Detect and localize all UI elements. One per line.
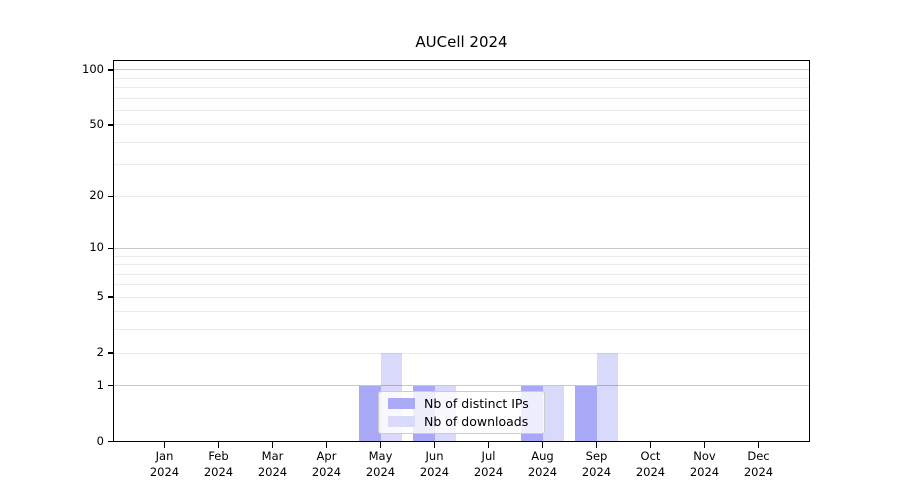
gridline-minor-y-50: [113, 124, 810, 126]
x-tick-label-mar-2024: Mar 2024: [257, 449, 288, 479]
gridline-minor-y-60: [113, 109, 810, 111]
y-tick-label-5: 5: [96, 289, 104, 304]
gridline-minor-y-5: [113, 296, 810, 298]
y-tick-100: [108, 69, 113, 71]
y-tick-10: [108, 247, 113, 250]
legend-item-downloads: Nb of downloads: [388, 414, 544, 429]
x-tick-label-aug-2024: Aug 2024: [527, 449, 558, 479]
y-tick-label-1: 1: [96, 377, 104, 392]
gridline-minor-y-90: [113, 77, 810, 79]
bar-downloads-aug-2024: [542, 385, 564, 442]
gridline-minor-y-7: [113, 273, 810, 275]
bar-downloads-sep-2024: [596, 353, 618, 442]
legend-swatch-downloads-icon: [388, 415, 415, 427]
legend: Nb of distinct IPs Nb of downloads: [378, 391, 545, 434]
y-tick-1: [108, 384, 113, 387]
y-tick-label-10: 10: [89, 240, 104, 255]
x-tick-aug-2024: [541, 441, 544, 448]
y-tick-label-2: 2: [96, 345, 104, 359]
bar-distinct-ips-sep-2024: [575, 385, 597, 442]
gridline-minor-y-3: [113, 329, 810, 331]
x-tick-label-oct-2024: Oct 2024: [635, 449, 666, 479]
x-tick-jan-2024: [163, 441, 166, 448]
y-tick-0: [108, 440, 113, 443]
gridline-minor-y-2: [113, 352, 810, 354]
y-tick-label-0: 0: [96, 433, 104, 448]
x-tick-label-jun-2024: Jun 2024: [419, 449, 450, 479]
legend-label-downloads: Nb of downloads: [424, 413, 529, 429]
y-tick-label-20: 20: [89, 188, 104, 203]
y-tick-20: [108, 195, 113, 197]
gridline-minor-y-8: [113, 264, 810, 265]
x-tick-may-2024: [379, 441, 382, 448]
x-tick-mar-2024: [271, 441, 274, 448]
x-tick-label-dec-2024: Dec 2024: [743, 449, 774, 479]
x-tick-sep-2024: [595, 441, 598, 448]
x-tick-dec-2024: [757, 441, 760, 448]
gridline-minor-y-6: [113, 284, 810, 286]
gridline-major-y-1: [113, 385, 810, 387]
gridline-major-y-100: [113, 69, 810, 71]
gridline-minor-y-70: [113, 97, 810, 99]
x-tick-nov-2024: [703, 441, 706, 448]
y-tick-label-100: 100: [82, 61, 104, 76]
gridline-minor-y-80: [113, 87, 810, 89]
x-tick-label-sep-2024: Sep 2024: [581, 449, 612, 479]
x-tick-jul-2024: [487, 441, 490, 448]
y-tick-2: [108, 352, 113, 354]
x-tick-label-feb-2024: Feb 2024: [203, 449, 234, 479]
x-tick-apr-2024: [325, 441, 328, 448]
gridline-minor-y-9: [113, 255, 810, 257]
gridline-minor-y-20: [113, 195, 810, 197]
gridline-minor-y-30: [113, 164, 810, 166]
legend-label-distinct-ips: Nb of distinct IPs: [424, 396, 529, 412]
legend-swatch-distinct-ips-icon: [388, 398, 415, 410]
gridline-minor-y-40: [113, 141, 810, 143]
axis-spines: [113, 60, 810, 442]
x-tick-label-may-2024: May 2024: [365, 449, 396, 479]
y-tick-5: [108, 296, 113, 298]
legend-item-distinct-ips: Nb of distinct IPs: [388, 396, 544, 411]
gridline-minor-y-4: [113, 311, 810, 313]
x-tick-label-jul-2024: Jul 2024: [473, 449, 504, 479]
chart-title: AUCell 2024: [415, 33, 508, 51]
x-tick-oct-2024: [649, 441, 652, 448]
y-tick-50: [108, 124, 113, 126]
y-tick-label-50: 50: [89, 116, 104, 131]
x-tick-label-nov-2024: Nov 2024: [689, 449, 720, 479]
x-tick-label-apr-2024: Apr 2024: [311, 449, 342, 479]
x-tick-jun-2024: [433, 441, 436, 448]
gridline-major-y-10: [113, 247, 810, 249]
x-tick-feb-2024: [217, 441, 220, 448]
x-tick-label-jan-2024: Jan 2024: [149, 449, 180, 479]
